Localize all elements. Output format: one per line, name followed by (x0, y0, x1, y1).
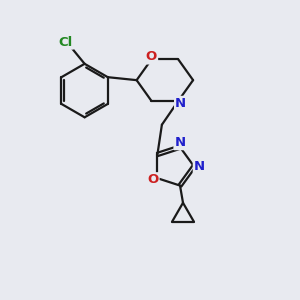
Text: Cl: Cl (59, 36, 73, 49)
Text: N: N (175, 97, 186, 110)
Text: N: N (175, 136, 186, 149)
Text: N: N (194, 160, 205, 173)
Text: O: O (147, 173, 159, 186)
Text: O: O (146, 50, 157, 64)
